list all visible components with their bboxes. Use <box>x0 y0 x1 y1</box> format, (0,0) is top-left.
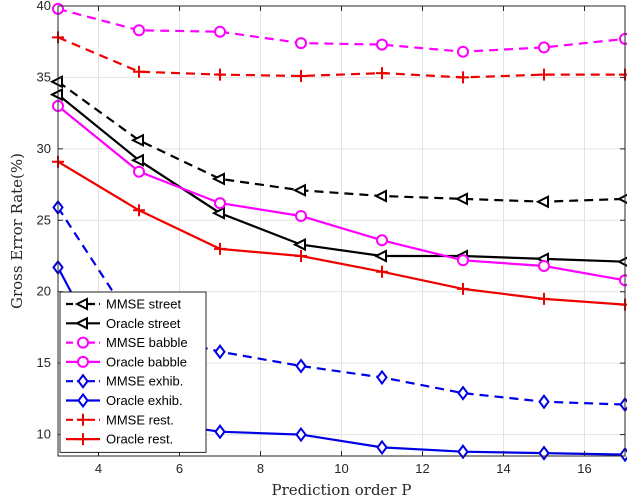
x-axis-label: Prediction order P <box>272 481 412 499</box>
legend-label: Oracle rest. <box>106 432 173 447</box>
series-line <box>57 160 626 306</box>
data-point <box>457 45 469 58</box>
data-point <box>214 242 226 255</box>
legend-label: MMSE rest. <box>106 412 174 427</box>
x-tick-label: 10 <box>334 461 348 476</box>
data-point <box>292 183 306 197</box>
series-line <box>57 80 626 203</box>
series-line <box>57 93 626 263</box>
data-point <box>457 282 469 295</box>
data-point <box>133 65 145 78</box>
legend-label: MMSE babble <box>106 335 188 350</box>
data-point <box>77 392 89 409</box>
data-point <box>295 426 307 443</box>
y-tick-label: 40 <box>37 0 51 13</box>
x-tick-label: 8 <box>257 461 264 476</box>
y-tick-label: 30 <box>37 141 51 156</box>
data-point <box>619 274 627 287</box>
data-point <box>77 373 89 389</box>
x-tick-label: 14 <box>496 461 510 476</box>
data-point <box>538 292 550 305</box>
data-point <box>373 189 387 203</box>
series-oracle-rest <box>52 155 627 311</box>
data-point <box>211 172 225 186</box>
data-point <box>77 413 89 426</box>
legend-item: MMSE exhib. <box>66 373 183 389</box>
data-point <box>77 433 89 446</box>
data-point <box>211 206 225 220</box>
data-point <box>376 67 388 80</box>
y-tick-label: 20 <box>37 284 51 299</box>
data-point <box>49 75 63 89</box>
legend-item: MMSE babble <box>66 335 188 350</box>
legend-item: Oracle babble <box>66 354 187 369</box>
y-tick-label: 35 <box>37 69 51 84</box>
series-line <box>57 105 626 282</box>
legend-label: MMSE exhib. <box>106 374 183 389</box>
data-point <box>214 424 226 440</box>
y-axis-label: Gross Error Rate(%) <box>8 153 26 309</box>
data-point <box>130 133 144 147</box>
legend-label: MMSE street <box>106 297 182 312</box>
data-point <box>295 250 307 262</box>
legend-item: MMSE street <box>66 297 182 312</box>
data-point <box>295 70 307 82</box>
legend-label: Oracle babble <box>106 354 187 369</box>
data-point <box>538 41 550 54</box>
legend: MMSE street Oracle street MMSE babble Oracl… <box>59 291 207 453</box>
data-point <box>376 234 388 247</box>
data-point <box>214 344 226 360</box>
data-point <box>214 25 226 38</box>
data-point <box>538 68 550 81</box>
data-point <box>373 249 387 263</box>
data-point <box>535 195 549 209</box>
series-line <box>57 7 626 53</box>
data-point <box>74 297 88 311</box>
x-tick-label: 16 <box>577 461 591 476</box>
data-point <box>77 336 89 349</box>
series-oracle-babble <box>52 100 627 287</box>
x-tick-label: 6 <box>176 461 183 476</box>
data-point <box>376 369 388 386</box>
series-mmse-street <box>49 75 627 209</box>
data-point <box>74 316 88 330</box>
data-point <box>376 38 388 51</box>
data-point <box>130 153 144 167</box>
data-point <box>133 204 145 217</box>
y-tick-label: 10 <box>37 427 51 442</box>
data-point <box>292 237 306 252</box>
data-point <box>295 210 307 222</box>
series-line <box>57 206 626 406</box>
data-point <box>133 24 145 37</box>
x-tick-label: 12 <box>415 461 429 476</box>
data-point <box>457 254 469 267</box>
data-point <box>49 87 63 102</box>
data-point <box>295 37 307 50</box>
data-point <box>214 68 226 81</box>
x-tick-label: 4 <box>95 461 102 476</box>
data-point <box>77 355 89 368</box>
legend-item: Oracle rest. <box>66 432 173 447</box>
data-point <box>538 260 550 272</box>
data-point <box>133 165 145 178</box>
series-line <box>57 36 625 79</box>
legend-item: Oracle street <box>66 316 181 331</box>
legend-item: Oracle exhib. <box>66 392 183 409</box>
data-point <box>619 32 627 45</box>
data-point <box>376 439 388 456</box>
data-point <box>214 197 226 210</box>
data-point <box>376 265 388 278</box>
legend-label: Oracle street <box>106 316 181 331</box>
legend-item: MMSE rest. <box>66 412 174 427</box>
data-point <box>454 192 468 206</box>
data-point <box>457 385 469 401</box>
legend-label: Oracle exhib. <box>106 393 183 408</box>
data-point <box>295 358 307 374</box>
y-tick-label: 15 <box>37 355 51 370</box>
y-tick-label: 25 <box>37 212 51 227</box>
data-point <box>538 394 550 410</box>
data-point <box>457 71 469 84</box>
data-point <box>457 444 469 460</box>
